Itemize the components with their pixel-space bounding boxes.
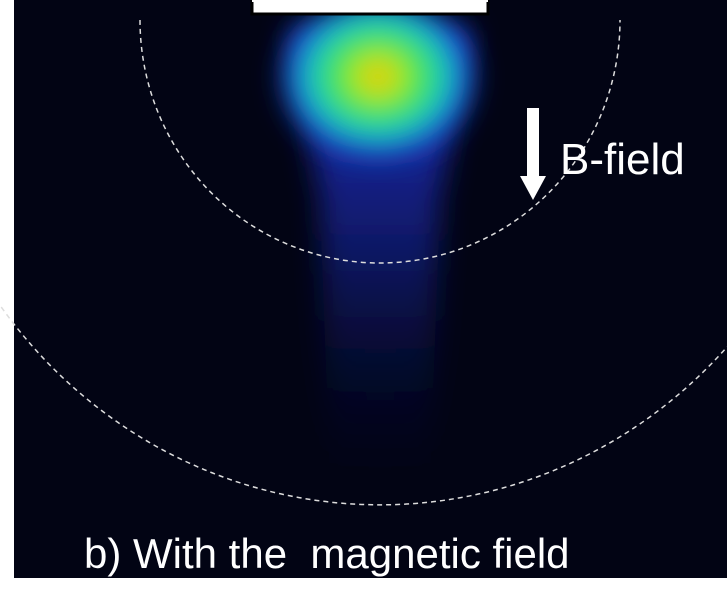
arrow-shaft	[527, 108, 539, 178]
bracket-top	[252, 0, 488, 2]
image: B-field b) With the magnetic field	[0, 0, 727, 593]
bracket	[252, 0, 488, 14]
page: B-field b) With the magnetic field (() =…	[0, 0, 727, 593]
caption: b) With the magnetic field	[84, 530, 570, 577]
plume-core	[278, 0, 478, 170]
field-label: B-field	[560, 135, 685, 184]
